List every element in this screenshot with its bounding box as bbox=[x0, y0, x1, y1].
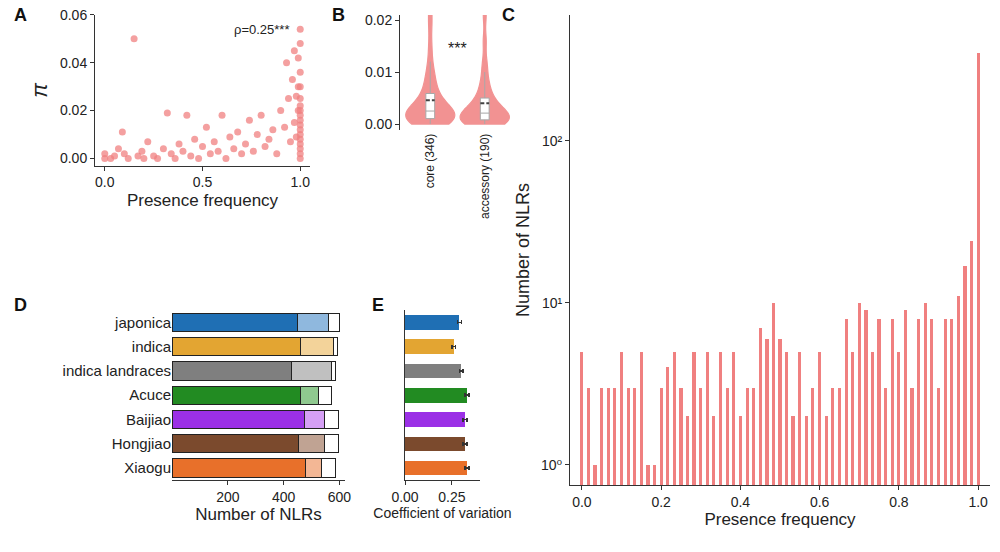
svg-text:400: 400 bbox=[272, 489, 296, 505]
svg-text:0.06: 0.06 bbox=[60, 7, 87, 23]
svg-text:core (346): core (346) bbox=[423, 134, 437, 189]
svg-text:Coefficient of variation: Coefficient of variation bbox=[373, 505, 511, 521]
svg-text:***: *** bbox=[448, 40, 467, 57]
svg-text:0.8: 0.8 bbox=[889, 494, 909, 510]
svg-text:0.00: 0.00 bbox=[365, 116, 392, 132]
svg-text:Presence frequency: Presence frequency bbox=[704, 510, 856, 529]
svg-text:200: 200 bbox=[216, 489, 240, 505]
svg-text:π: π bbox=[27, 82, 52, 98]
svg-text:ρ=0.25***: ρ=0.25*** bbox=[234, 22, 289, 37]
svg-text:0.6: 0.6 bbox=[810, 494, 830, 510]
svg-text:0.02: 0.02 bbox=[60, 102, 87, 118]
svg-text:10²: 10² bbox=[542, 133, 563, 149]
svg-text:0.00: 0.00 bbox=[391, 489, 418, 505]
svg-text:accessory (190): accessory (190) bbox=[478, 134, 492, 219]
svg-text:E: E bbox=[372, 295, 384, 315]
svg-text:10¹: 10¹ bbox=[542, 295, 563, 311]
svg-text:600: 600 bbox=[328, 489, 352, 505]
svg-text:0.0: 0.0 bbox=[572, 494, 592, 510]
svg-text:0.00: 0.00 bbox=[60, 150, 87, 166]
svg-text:A: A bbox=[14, 5, 27, 25]
svg-text:indica landraces: indica landraces bbox=[63, 362, 171, 379]
svg-text:Number of NLRs: Number of NLRs bbox=[195, 505, 322, 524]
svg-text:Number of NLRs: Number of NLRs bbox=[513, 183, 533, 317]
svg-text:Hongjiao: Hongjiao bbox=[112, 435, 171, 452]
svg-text:0.25: 0.25 bbox=[438, 489, 465, 505]
svg-text:0.0: 0.0 bbox=[95, 174, 115, 190]
svg-text:Xiaogu: Xiaogu bbox=[124, 459, 171, 476]
svg-text:10⁰: 10⁰ bbox=[541, 457, 563, 473]
svg-text:0.04: 0.04 bbox=[60, 55, 87, 71]
svg-text:B: B bbox=[332, 5, 345, 25]
svg-text:1.0: 1.0 bbox=[290, 174, 310, 190]
svg-text:0.5: 0.5 bbox=[193, 174, 213, 190]
svg-text:C: C bbox=[502, 5, 515, 25]
svg-text:japonica: japonica bbox=[114, 314, 172, 331]
svg-text:Acuce: Acuce bbox=[129, 386, 171, 403]
svg-text:0.02: 0.02 bbox=[365, 12, 392, 28]
svg-text:1.0: 1.0 bbox=[968, 494, 988, 510]
svg-text:Presence frequency: Presence frequency bbox=[127, 191, 279, 210]
svg-text:indica: indica bbox=[132, 338, 172, 355]
svg-text:0.01: 0.01 bbox=[365, 64, 392, 80]
svg-text:0.2: 0.2 bbox=[651, 494, 671, 510]
svg-text:Baijiao: Baijiao bbox=[126, 411, 171, 428]
svg-text:D: D bbox=[14, 295, 27, 315]
svg-text:0.4: 0.4 bbox=[731, 494, 751, 510]
